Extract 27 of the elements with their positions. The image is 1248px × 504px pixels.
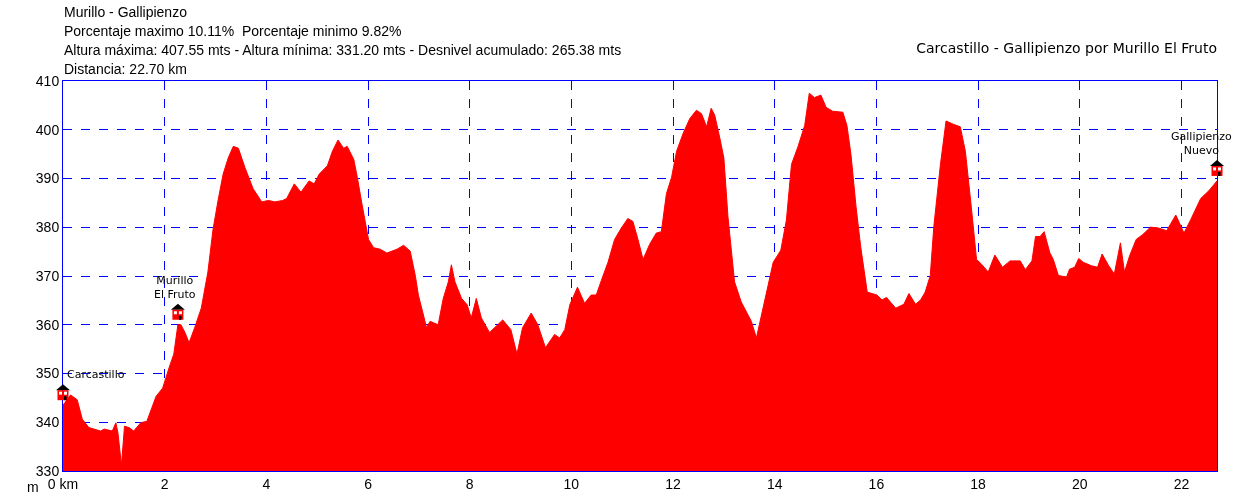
x-tick-label: 22 <box>1173 475 1190 492</box>
x-tick-label: 6 <box>364 475 373 492</box>
x-tick-label: 18 <box>970 475 987 492</box>
x-tick-label: 14 <box>766 475 783 492</box>
y-tick-label: 410 <box>35 72 60 89</box>
text: Distancia: 22.70 km <box>64 61 187 77</box>
y-tick-label: 360 <box>35 316 60 333</box>
y-axis-title: m <box>27 479 39 495</box>
y-tick-label: 380 <box>35 219 60 236</box>
y-tick-label: 340 <box>35 414 60 431</box>
text: Porcentaje maximo 10.11% Porcentaje minimo 9.82% <box>64 23 402 39</box>
x-tick-label: 8 <box>465 475 474 492</box>
x-tick-label: 20 <box>1071 475 1088 492</box>
text: Altura máxima: 407.55 mts - Altura mínima: 331.20 mts - Desnivel acumulado: 265.38 mts <box>64 42 622 58</box>
x-tick-label: 4 <box>262 475 271 492</box>
x-tick-label: 2 <box>160 475 169 492</box>
y-tick-label: 400 <box>35 121 60 138</box>
y-tick-label: 390 <box>35 170 60 187</box>
x-tick-label: 10 <box>563 475 580 492</box>
y-tick-label: 350 <box>35 365 60 382</box>
annotation: Murillo El Fruto <box>154 274 196 302</box>
chart-title: Carcastillo - Gallipienzo por Murillo El Fruto <box>916 39 1217 56</box>
annotation: Carcastillo <box>67 368 125 381</box>
x-tick-label: 16 <box>868 475 885 492</box>
y-tick-label: 370 <box>35 267 60 284</box>
chart-subtitle: Murillo - Gallipienzo <box>64 4 188 20</box>
x-tick-label: 12 <box>665 475 682 492</box>
